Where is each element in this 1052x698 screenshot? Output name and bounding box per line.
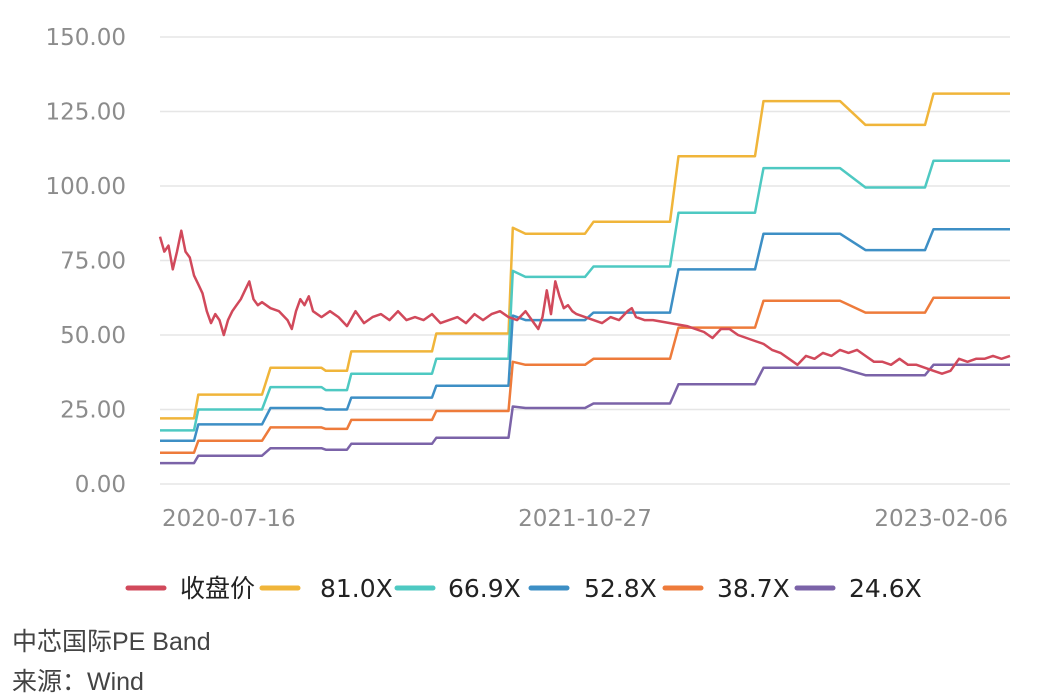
series-line-52-8x [160,227,1010,443]
series-line-close-price [158,229,1011,375]
grid-lines [160,36,1010,485]
x-axis-ticks: 2020-07-16 2021-10-27 2023-02-06 [162,506,1008,532]
y-tick-label: 0.00 [75,472,126,498]
chart-source: 来源：Wind [12,668,144,696]
legend-label-38-7x: 38.7X [717,574,790,603]
y-tick-label: 100.00 [46,174,126,200]
y-tick-label: 150.00 [46,25,126,51]
chart-title: 中芯国际PE Band [12,628,211,656]
series-lines [158,92,1011,465]
series-line-81-0x [160,92,1010,420]
legend-label-81-0x: 81.0X [320,574,393,603]
y-axis-ticks: 150.00 125.00 100.00 75.00 50.00 25.00 0.00 [46,25,126,498]
x-tick-label: 2021-10-27 [518,506,652,532]
series-line-24-6x [160,363,1010,465]
x-tick-label: 2023-02-06 [874,506,1008,532]
y-tick-label: 50.00 [60,323,126,349]
legend-label-close-price: 收盘价 [180,574,255,603]
series-line-38-7x [160,296,1010,454]
y-tick-label: 75.00 [60,249,126,275]
y-tick-label: 25.00 [60,398,126,424]
pe-band-chart: 150.00 125.00 100.00 75.00 50.00 25.00 0.00 20… [46,25,1011,603]
x-tick-label: 2020-07-16 [162,506,296,532]
series-line-66-9x [160,159,1010,432]
legend-label-66-9x: 66.9X [448,574,521,603]
legend-label-52-8x: 52.8X [584,574,657,603]
y-tick-label: 125.00 [46,100,126,126]
legend: 收盘价 81.0X 66.9X 52.8X 38.7X 24.6X [125,574,922,603]
legend-label-24-6x: 24.6X [849,574,922,603]
